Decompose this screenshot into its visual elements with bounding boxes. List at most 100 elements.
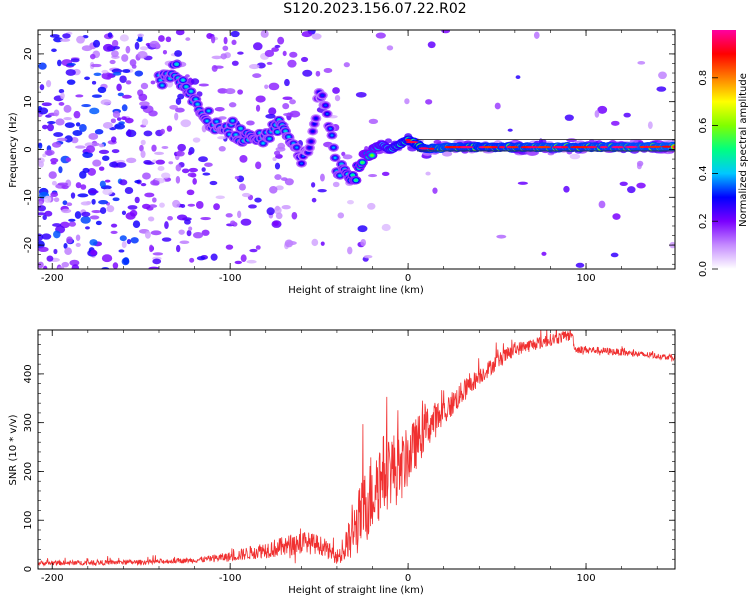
spectrogram-blob bbox=[38, 200, 43, 206]
spectrogram-blob bbox=[187, 172, 197, 178]
spectrogram-blob bbox=[190, 78, 200, 85]
spectrogram-blob bbox=[291, 211, 298, 220]
spectrogram-blob bbox=[224, 88, 236, 95]
spectrogram-blob bbox=[53, 132, 64, 137]
spectrogram-ridge-cell bbox=[360, 161, 364, 164]
spectrogram-blob bbox=[64, 135, 73, 143]
spectrogram-blob bbox=[228, 102, 237, 108]
spectrogram-blob bbox=[225, 244, 234, 250]
spectrogram-blob bbox=[50, 161, 57, 165]
spectrogram-blob bbox=[59, 38, 71, 42]
spectrogram-blob bbox=[62, 200, 68, 206]
spectrogram-blob bbox=[134, 196, 140, 204]
spectrogram-blob bbox=[87, 168, 97, 176]
spectrogram-blob bbox=[75, 94, 84, 98]
spectrogram-blob bbox=[92, 39, 101, 48]
spectrogram-blob bbox=[213, 203, 220, 211]
spectrogram-ridge-cell bbox=[354, 179, 358, 182]
spectrogram-blob bbox=[381, 171, 390, 176]
spectrogram-blob bbox=[346, 199, 354, 205]
spectrogram-blob bbox=[141, 118, 149, 126]
spectrogram-blob bbox=[184, 219, 191, 225]
spectrogram-blob bbox=[301, 31, 313, 38]
spectrogram-blob bbox=[266, 61, 273, 65]
spectrogram-hot-cell bbox=[508, 146, 519, 149]
spectrogram-blob bbox=[432, 187, 438, 194]
spectrogram-blob bbox=[268, 107, 277, 116]
spectrogram-blob bbox=[119, 75, 127, 83]
spectrogram-blob bbox=[121, 104, 128, 112]
spectrogram-blob bbox=[159, 202, 165, 208]
spectrogram-blob bbox=[51, 180, 57, 186]
spectrogram-blob bbox=[246, 120, 255, 126]
spectrogram-blob bbox=[71, 264, 80, 269]
spectrogram-blob bbox=[64, 122, 75, 129]
spectrogram-blob bbox=[124, 186, 134, 195]
spectrogram-blob bbox=[140, 150, 146, 159]
spectrogram-blob bbox=[119, 34, 129, 42]
spectrogram-blob bbox=[175, 97, 182, 105]
spectrogram-blob bbox=[98, 149, 110, 155]
spectrogram-blob bbox=[85, 226, 90, 230]
spectrogram-blob bbox=[282, 50, 287, 57]
spectrogram-blob bbox=[79, 123, 87, 132]
spectrogram-blob bbox=[612, 213, 621, 220]
spectrogram-blob bbox=[38, 261, 44, 269]
spectrogram-blob bbox=[274, 174, 282, 181]
spectrogram-blob bbox=[237, 51, 244, 55]
spectrogram-blob bbox=[91, 80, 97, 85]
spectrogram-blob bbox=[47, 121, 56, 125]
spectrogram-blob bbox=[50, 157, 59, 163]
spectrogram-blob bbox=[92, 159, 102, 167]
spectrogram-hot-cell bbox=[624, 145, 638, 149]
spectrogram-ridge-cell bbox=[370, 154, 374, 157]
spectrogram-blob bbox=[368, 174, 378, 178]
spectrogram-blob bbox=[636, 182, 646, 189]
spectrogram-blob bbox=[274, 205, 280, 211]
spectrogram-blob bbox=[44, 149, 55, 156]
spectrogram-blob bbox=[161, 237, 172, 242]
spectrogram-hot-cell bbox=[539, 146, 552, 149]
snr-xlabel: Height of straight line (km) bbox=[288, 585, 424, 596]
spectrogram-blob bbox=[161, 172, 171, 179]
x-tick-label: -200 bbox=[41, 573, 64, 584]
spectrogram-blob bbox=[255, 161, 262, 170]
colorbar-label: Normalized spectral amplitude bbox=[738, 73, 749, 227]
spectrogram-blob bbox=[80, 216, 91, 224]
spectrogram-blob bbox=[126, 157, 137, 164]
spectrogram-blob bbox=[347, 246, 353, 255]
spectrogram-blob bbox=[507, 128, 513, 132]
spectrogram-ridge-cell bbox=[175, 63, 179, 66]
spectrogram-blob bbox=[42, 214, 47, 220]
spectrogram-blob bbox=[610, 252, 619, 258]
spectrogram-blob bbox=[103, 43, 114, 52]
spectrogram-blob bbox=[70, 192, 76, 199]
spectrogram-blob bbox=[179, 240, 190, 245]
spectrogram-blob bbox=[187, 203, 196, 207]
spectrogram-blob bbox=[337, 212, 345, 219]
spectrogram-blob bbox=[101, 69, 109, 74]
spectrogram-blob bbox=[237, 210, 242, 219]
spectrogram-blob bbox=[90, 249, 97, 256]
spectrogram-blob bbox=[189, 257, 195, 263]
spectrogram-blob bbox=[72, 130, 83, 136]
spectrogram-blob bbox=[175, 164, 182, 172]
spectrogram-blob bbox=[38, 212, 46, 216]
spectrogram-blob bbox=[656, 86, 667, 92]
spectrogram-blob bbox=[80, 184, 87, 190]
spectrogram-blob bbox=[211, 65, 218, 72]
spectrogram-blob bbox=[89, 53, 96, 60]
spectrogram-blob bbox=[110, 223, 118, 228]
spectrogram-blob bbox=[98, 200, 109, 205]
spectrogram-blob bbox=[73, 110, 81, 119]
spectrogram-blob bbox=[157, 165, 165, 172]
spectrogram-blob bbox=[375, 32, 386, 39]
spectrogram-blob bbox=[404, 98, 410, 105]
spectrogram-blob bbox=[533, 31, 540, 39]
page-title: S120.2023.156.07.22.R02 bbox=[283, 1, 467, 17]
spectrogram-blob bbox=[61, 185, 69, 190]
spectrogram-ridge-cell bbox=[295, 146, 299, 149]
spectrogram-blob bbox=[249, 248, 258, 253]
spectrogram-blob bbox=[62, 33, 71, 39]
spectrogram-ridge-cell bbox=[239, 127, 243, 130]
